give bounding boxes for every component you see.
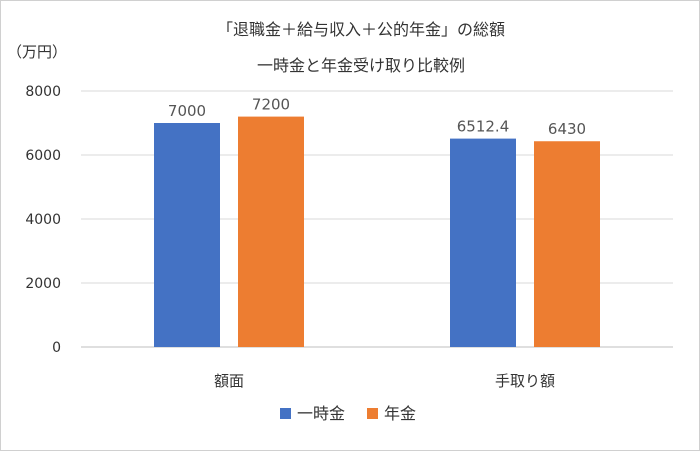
- y-tick-label: 0: [52, 340, 61, 356]
- data-labels: 7000 7200 6512.4 6430: [168, 96, 586, 139]
- y-tick-label: 2000: [25, 276, 61, 292]
- legend: 一時金 年金: [280, 404, 416, 423]
- bar: [534, 141, 600, 347]
- legend-label: 一時金: [297, 404, 345, 423]
- y-tick-label: 4000: [25, 212, 61, 228]
- x-axis-categories: 額面 手取り額: [214, 372, 555, 390]
- bar: [238, 116, 304, 347]
- x-category-label: 額面: [214, 372, 244, 390]
- y-axis-unit-label: （万円）: [7, 43, 67, 61]
- bar: [154, 123, 220, 347]
- legend-label: 年金: [384, 404, 416, 423]
- y-tick-label: 6000: [25, 148, 61, 164]
- y-tick-label: 8000: [25, 84, 61, 100]
- bars: [154, 116, 600, 347]
- bar: [450, 138, 516, 347]
- data-label: 6430: [548, 120, 586, 138]
- chart-title: 「退職金＋給与収入＋公的年金」の総額: [217, 20, 505, 39]
- legend-swatch: [280, 408, 291, 419]
- legend-swatch: [367, 408, 378, 419]
- data-label: 7200: [252, 96, 290, 114]
- y-axis-ticks: 0 2000 4000 6000 8000: [25, 84, 61, 356]
- data-label: 6512.4: [457, 118, 510, 136]
- data-label: 7000: [168, 102, 206, 120]
- chart-subtitle: 一時金と年金受け取り比較例: [257, 56, 465, 75]
- x-category-label: 手取り額: [495, 372, 555, 390]
